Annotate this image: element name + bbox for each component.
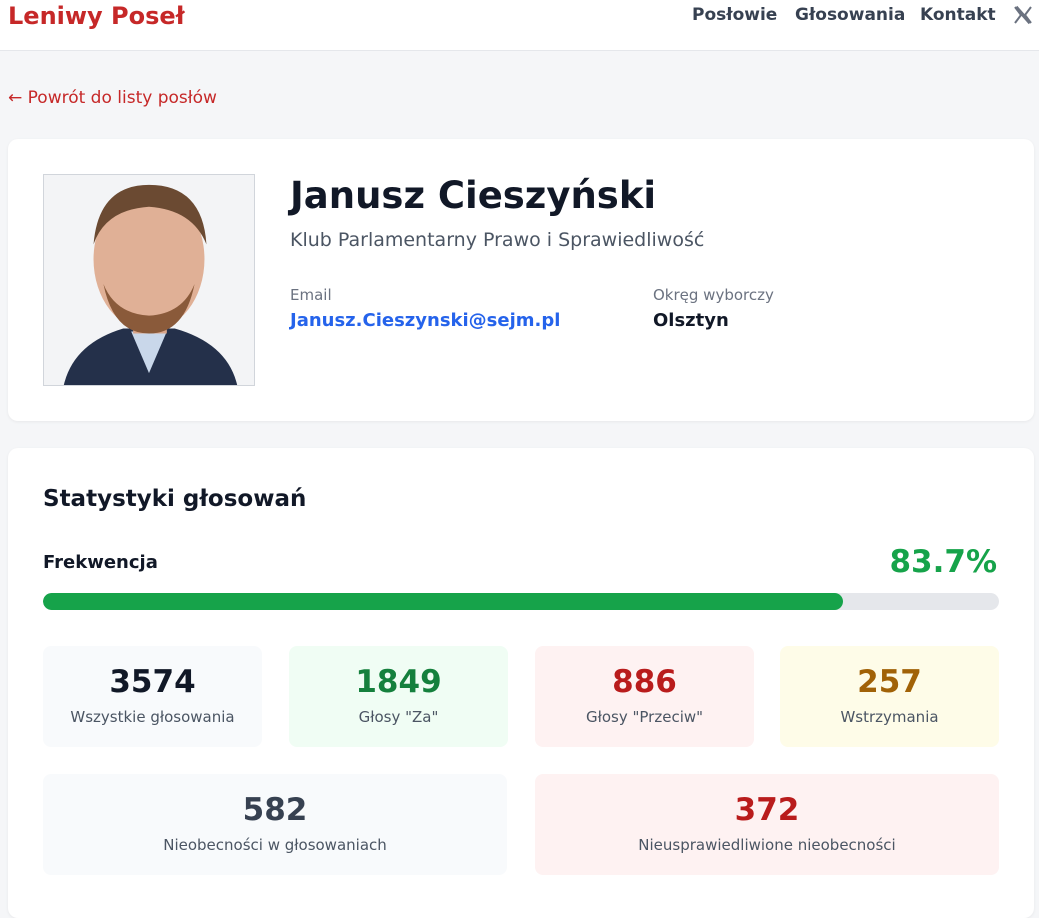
x-icon[interactable] [1013,5,1033,25]
stat-value: 1849 [355,664,442,700]
attendance-label: Frekwencja [43,552,158,573]
stat-value: 257 [857,664,922,700]
email-link[interactable]: Janusz.Cieszynski@sejm.pl [290,310,561,331]
nav-link[interactable]: Głosowania [795,5,906,25]
stat-box: 886 Głosy "Przeciw" [535,646,754,747]
header [0,0,1039,51]
stat-label: Wszystkie głosowania [70,708,235,726]
back-link[interactable]: ← Powrót do listy posłów [8,88,217,108]
email-label: Email [290,286,332,304]
district-label: Okręg wyborczy [653,286,774,304]
stat-box: 3574 Wszystkie głosowania [43,646,262,747]
stat-value: 372 [734,792,800,828]
stat-value: 886 [612,664,677,700]
stat-label: Głosy "Przeciw" [585,708,704,726]
attendance-fill [43,593,844,610]
stat-box: 582 Nieobecności w głosowaniach [43,774,507,875]
brand[interactable]: Leniwy Poseł [8,2,185,30]
mp-name: Janusz Cieszyński [290,174,657,217]
stat-value: 3574 [109,664,196,700]
attendance-bar [43,593,999,610]
nav-link[interactable]: Kontakt [920,5,996,25]
stat-value: 582 [242,792,308,828]
attendance-value: 83.7% [889,544,997,580]
photo [43,174,255,386]
stat-label: Głosy "Za" [358,708,439,726]
stat-label: Nieusprawiedliwione nieobecności [638,836,896,854]
mp-club: Klub Parlamentarny Prawo i Sprawiedliwoś… [290,229,705,251]
stat-label: Wstrzymania [840,708,939,726]
stats-title: Statystyki głosowań [43,486,307,512]
stat-label: Nieobecności w głosowaniach [163,836,387,854]
stat-box: 257 Wstrzymania [780,646,999,747]
stat-box: 372 Nieusprawiedliwione nieobecności [535,774,999,875]
nav-link[interactable]: Posłowie [692,5,778,25]
stat-box: 1849 Głosy "Za" [289,646,508,747]
district: Olsztyn [653,310,729,331]
